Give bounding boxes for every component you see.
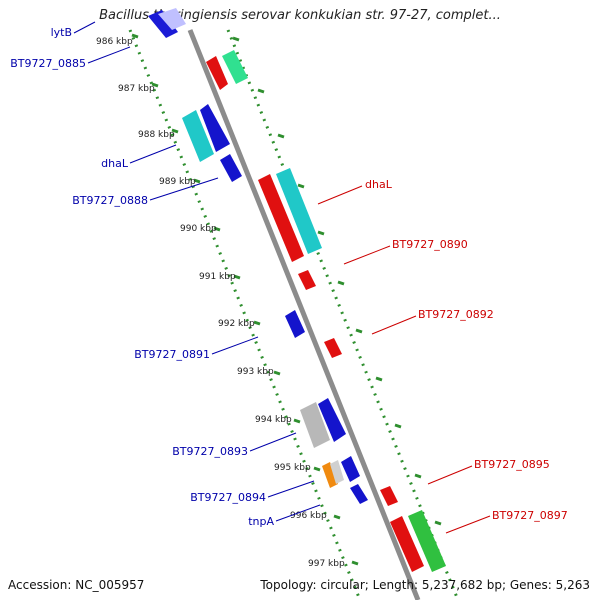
gene-dhaL-forward[interactable] [258,174,304,262]
gene-grey[interactable] [300,402,330,448]
label-BT9727-0894[interactable]: BT9727_0894 [190,491,266,504]
kbp-label: 995 kbp [274,463,311,473]
kbp-label: 987 kbp [118,84,155,94]
topology-summary: Topology: circular; Length: 5,237,682 bp… [260,578,590,592]
leader-BT9727-0893 [249,432,297,452]
leader-dhaL-forward [317,185,363,205]
kbp-label: 990 kbp [180,224,217,234]
forward-genes [206,50,446,572]
kbp-label: 993 kbp [237,367,274,377]
kbp-label: 997 kbp [308,559,345,569]
reverse-tick-track [128,29,362,600]
kbp-label: 989 kbp [159,177,196,187]
label-BT9727-0895[interactable]: BT9727_0895 [474,458,550,471]
label-BT9727-0897[interactable]: BT9727_0897 [492,509,568,522]
gene-lytB[interactable] [148,10,178,38]
gene-BT9727-0895[interactable] [380,486,398,506]
leader-BT9727-0897 [445,515,491,534]
gene-tnpA[interactable] [350,484,368,504]
label-tnpA[interactable]: tnpA [248,515,274,528]
label-BT9727-0892[interactable]: BT9727_0892 [418,308,494,321]
gene-BT9727-0897-red[interactable] [390,516,424,572]
kbp-label: 988 kbp [138,130,175,140]
gene-green-1[interactable] [222,50,248,84]
leader-BT9727-0890 [343,245,391,265]
leader-BT9727-0895 [427,465,473,485]
label-dhaL-reverse[interactable]: dhaL [101,157,129,170]
forward-tick-track [226,29,460,600]
genome-backbone [187,29,421,600]
gene-BT9727-0894[interactable] [341,456,360,482]
leader-lytB [73,21,96,34]
label-BT9727-0890[interactable]: BT9727_0890 [392,238,468,251]
reverse-genes [148,8,368,504]
label-dhaL-forward[interactable]: dhaL [365,178,393,191]
label-BT9727-0888[interactable]: BT9727_0888 [72,194,148,207]
gene-BT9727-0888[interactable] [200,104,230,152]
gene-small-reverse-1[interactable] [220,154,242,182]
kbp-label: 991 kbp [199,272,236,282]
label-BT9727-0891[interactable]: BT9727_0891 [134,348,210,361]
label-BT9727-0885[interactable]: BT9727_0885 [10,57,86,70]
gene-BT9727-0891[interactable] [285,310,305,338]
major-ticks [131,33,442,566]
leader-BT9727-0888 [149,177,219,201]
leader-tnpA [275,504,321,522]
leader-BT9727-0894 [267,480,315,498]
leader-dhaL-reverse [129,144,177,164]
map-title: Bacillus thuringiensis serovar konkukian… [99,8,501,23]
label-BT9727-0893[interactable]: BT9727_0893 [172,445,248,458]
leader-BT9727-0885 [87,46,131,64]
kbp-label: 996 kbp [290,511,327,521]
gene-BT9727-0892[interactable] [324,338,342,358]
gene-light-grey[interactable] [330,460,344,484]
gene-BT9727-0897[interactable] [408,510,446,572]
gene-dhaL-reverse[interactable] [182,110,214,162]
accession-text: Accession: NC_005957 [8,578,145,592]
gene-BT9727-0893[interactable] [318,398,346,442]
label-lytB[interactable]: lytB [51,26,72,39]
kbp-label: 994 kbp [255,415,292,425]
kbp-label: 992 kbp [218,319,255,329]
gene-dhaL-cyan[interactable] [276,168,322,254]
leader-BT9727-0891 [211,336,259,355]
leader-BT9727-0892 [371,315,417,335]
gene-lytB-tail[interactable] [158,8,186,30]
gene-red-1[interactable] [206,56,228,90]
kbp-label: 986 kbp [96,37,133,47]
gene-orange[interactable] [322,462,338,488]
gene-BT9727-0890[interactable] [298,270,316,290]
